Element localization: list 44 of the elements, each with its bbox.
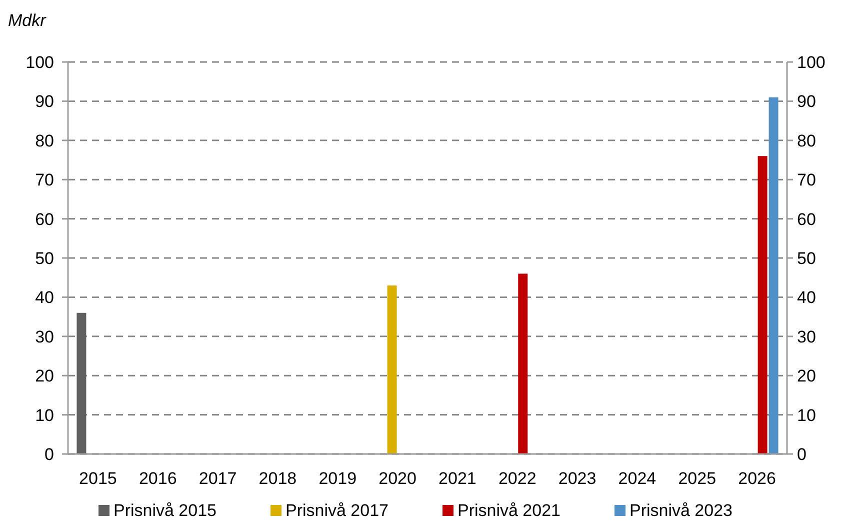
y2-tick-label: 40: [797, 288, 816, 308]
x-tick-label: 2023: [558, 469, 596, 488]
legend-label: Prisnivå 2015: [114, 501, 217, 520]
x-tick-label: 2020: [378, 469, 416, 488]
y-tick-label: 50: [35, 248, 54, 268]
y2-tick-label: 20: [797, 366, 816, 386]
bar: [76, 312, 86, 454]
x-tick-label: 2016: [138, 469, 177, 488]
y2-tick-label: 100: [797, 52, 826, 72]
x-tick-label: 2022: [498, 469, 536, 488]
y-tick-label: 40: [35, 288, 54, 308]
y-axis-title: Mdkr: [8, 11, 48, 30]
bar: [768, 97, 778, 454]
y2-tick-label: 70: [797, 170, 816, 190]
y-tick-label: 60: [35, 210, 54, 229]
x-tick-label: 2025: [678, 469, 716, 488]
x-tick-label: 2015: [79, 469, 117, 488]
x-tick-label: 2021: [438, 469, 476, 488]
x-tick-label: 2024: [618, 469, 656, 488]
x-tick-label: 2017: [198, 469, 237, 488]
y-tick-label: 10: [35, 406, 54, 425]
y-tick-label: 20: [35, 366, 54, 386]
y2-tick-label: 90: [797, 92, 816, 112]
y-tick-label: 0: [44, 444, 54, 464]
y-tick-label: 80: [35, 131, 54, 150]
y2-tick-label: 60: [797, 210, 816, 229]
y2-tick-label: 50: [797, 248, 816, 268]
bar: [387, 285, 397, 454]
x-tick-label: 2018: [258, 469, 297, 488]
y-tick-label: 100: [26, 52, 54, 72]
legend-label: Prisnivå 2017: [286, 501, 389, 520]
y-tick-label: 30: [35, 327, 54, 346]
y2-tick-label: 10: [797, 406, 816, 425]
y-tick-label: 90: [35, 92, 54, 112]
y2-tick-label: 30: [797, 327, 816, 346]
x-tick-label: 2019: [318, 469, 357, 488]
y2-tick-label: 0: [797, 444, 806, 464]
legend-label: Prisnivå 2021: [458, 501, 561, 520]
legend-label: Prisnivå 2023: [630, 501, 733, 520]
y2-tick-label: 80: [797, 131, 816, 150]
y-tick-label: 70: [35, 170, 54, 190]
bar: [758, 156, 768, 454]
x-tick-label: 2026: [738, 469, 776, 488]
bar: [518, 274, 528, 454]
